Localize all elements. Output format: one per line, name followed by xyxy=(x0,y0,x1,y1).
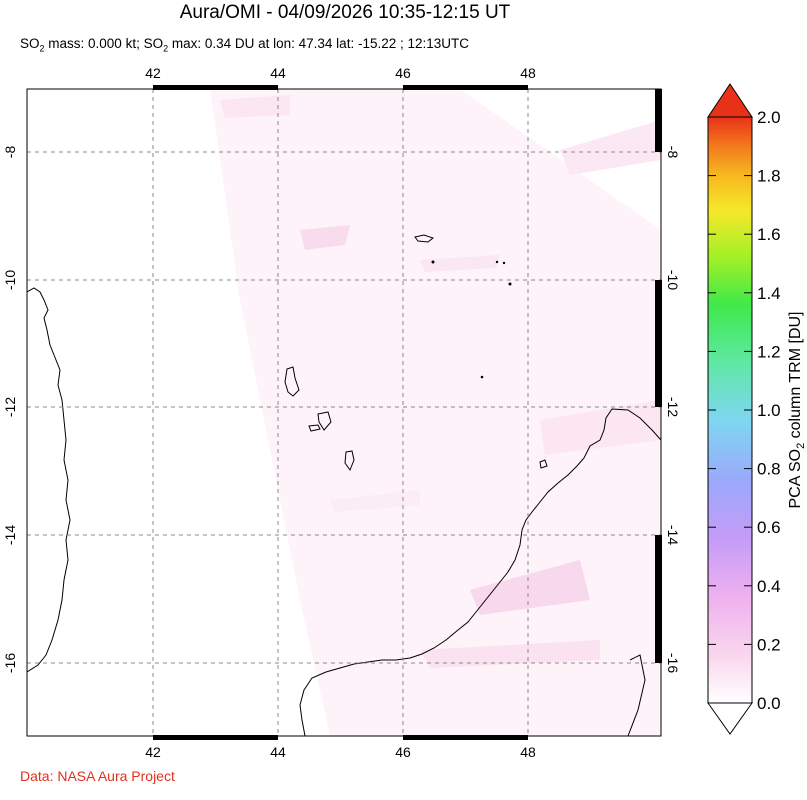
colorbar-tick-label: 1.4 xyxy=(757,284,781,303)
colorbar-tick-marks xyxy=(708,175,752,645)
data-credit: Data: NASA Aura Project xyxy=(20,768,175,784)
nosy-be-island xyxy=(539,459,548,469)
lat-tick-labels-right: -8 -10 -12 -14 -16 xyxy=(665,146,681,674)
coastlines xyxy=(27,234,661,736)
colorbar: 0.0 0.2 0.4 0.6 0.8 1.0 1.2 1.4 1.6 1.8 … xyxy=(707,83,807,735)
colorbar-tick-label: 1.6 xyxy=(757,225,781,244)
lon-tick-label: 44 xyxy=(270,65,286,81)
madagascar-coastline xyxy=(299,408,661,736)
colorbar-tick-label: 1.2 xyxy=(757,342,781,361)
lon-tick-label: 48 xyxy=(520,744,536,760)
colorbar-tick-label: 0.4 xyxy=(757,577,781,596)
lon-tick-label: 44 xyxy=(270,744,286,760)
lat-tick-label: -8 xyxy=(665,146,681,159)
lon-tick-label: 46 xyxy=(395,65,411,81)
lat-tick-labels-left: -8 -10 -12 -14 -16 xyxy=(2,146,18,674)
lon-tick-labels-bottom: 42 44 46 48 xyxy=(145,744,536,760)
anjouan-island xyxy=(317,411,332,431)
lat-tick-label: -10 xyxy=(665,270,681,290)
colorbar-tick-label: 0.2 xyxy=(757,635,781,654)
mayotte-island xyxy=(344,450,355,472)
colorbar-tick-label: 0.0 xyxy=(757,694,781,713)
colorbar-tick-label: 1.8 xyxy=(757,167,781,186)
lat-tick-label: -14 xyxy=(665,525,681,545)
map-subtitle: SO2 mass: 0.000 kt; SO2 max: 0.34 DU at … xyxy=(20,36,470,54)
lon-tick-label: 46 xyxy=(395,744,411,760)
colorbar-min-arrow xyxy=(707,702,753,735)
lat-tick-label: -12 xyxy=(665,397,681,417)
mozambique-coastline xyxy=(27,287,71,673)
lat-tick-label: -12 xyxy=(2,397,18,417)
small-islets xyxy=(431,260,512,379)
map-title: Aura/OMI - 04/09/2026 10:35-12:15 UT xyxy=(179,2,511,23)
so2-swath-layer xyxy=(210,89,661,736)
moheli-island xyxy=(308,424,321,432)
lon-tick-label: 42 xyxy=(145,65,161,81)
lat-tick-label: -14 xyxy=(2,525,18,545)
lon-tick-label: 48 xyxy=(520,65,536,81)
colorbar-tick-label: 0.6 xyxy=(757,518,781,537)
map-frame xyxy=(26,88,662,737)
lat-tick-label: -16 xyxy=(2,653,18,673)
colorbar-max-arrow xyxy=(707,83,753,118)
colorbar-tick-label: 0.8 xyxy=(757,460,781,479)
lon-tick-labels-top: 42 44 46 48 xyxy=(145,65,536,81)
lon-tick-label: 42 xyxy=(145,744,161,760)
cap-est-coast xyxy=(627,654,646,736)
lat-tick-label: -8 xyxy=(2,146,18,159)
gridlines xyxy=(27,89,661,736)
colorbar-tick-label: 2.0 xyxy=(757,108,781,127)
lat-tick-label: -10 xyxy=(2,270,18,290)
colorbar-tick-label: 1.0 xyxy=(757,401,781,420)
aldabra-atoll xyxy=(414,234,435,243)
lat-tick-label: -16 xyxy=(665,653,681,673)
grande-comore-island xyxy=(284,366,300,397)
frame-border-bars xyxy=(153,85,662,740)
colorbar-title: PCA SO2 column TRM [DU] xyxy=(787,312,807,509)
